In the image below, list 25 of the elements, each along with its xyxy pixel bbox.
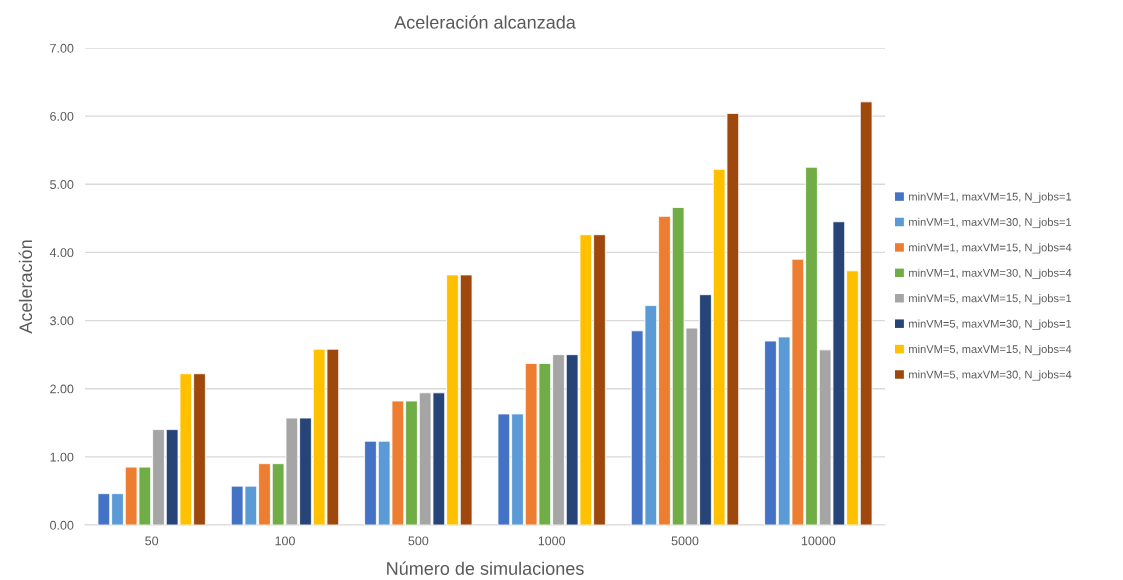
legend-label: minVM=5, maxVM=30, N_jobs=4 [909, 370, 1072, 381]
y-tick-label: 5.00 [50, 180, 74, 189]
y-tick-label: 2.00 [50, 384, 74, 394]
legend-label: minVM=5, maxVM=15, N_jobs=4 [909, 344, 1072, 356]
y-tick-label: 4.00 [49, 248, 74, 258]
x-tick-label: 500 [408, 536, 429, 546]
x-tick-label: 5000 [671, 536, 699, 546]
x-tick-label: 50 [145, 536, 159, 546]
y-tick-label: 6.00 [50, 111, 74, 121]
legend-label: minVM=1, maxVM=30, N_jobs=1 [909, 217, 1072, 229]
x-tick-label: 100 [275, 536, 295, 546]
legend-label: minVM=5, maxVM=15, N_jobs=1 [909, 294, 1072, 305]
y-tick-label: 0.00 [50, 520, 74, 530]
legend-label: minVM=5, maxVM=30, N_jobs=1 [909, 319, 1072, 330]
legend-label: minVM=1, maxVM=15, N_jobs=4 [909, 243, 1072, 254]
y-tick-label: 1.00 [50, 452, 74, 462]
y-tick-label: 3.00 [50, 316, 74, 326]
y-axis-title: Aceleración [18, 240, 33, 334]
x-tick-label: 1000 [538, 536, 566, 546]
x-axis-title: Número de simulaciones [387, 561, 584, 575]
legend-label: minVM=1, maxVM=15, N_jobs=1 [909, 192, 1072, 203]
chart-title: Aceleración alcanzada [394, 15, 576, 29]
legend-label: minVM=1, maxVM=30, N_jobs=4 [909, 268, 1072, 279]
y-tick-label: 7.00 [50, 43, 74, 53]
x-tick-label: 10000 [801, 536, 836, 546]
